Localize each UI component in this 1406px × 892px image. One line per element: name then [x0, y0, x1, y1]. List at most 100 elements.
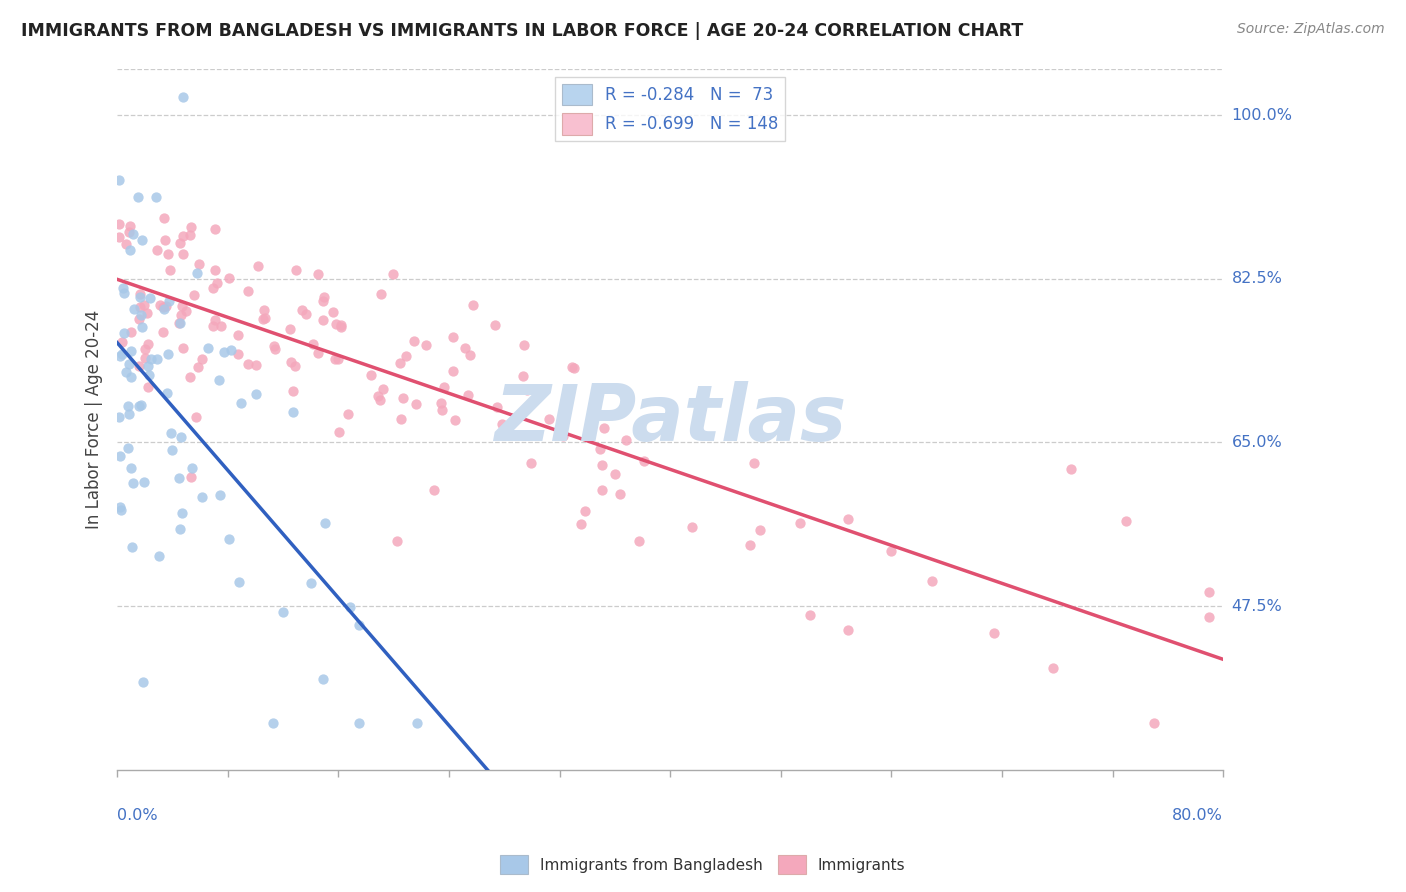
Point [516, 384, 538, 398]
Point [285, 262, 308, 277]
Point [122, 302, 145, 317]
Point [245, 387, 267, 401]
Point [591, 458, 613, 472]
Point [134, 298, 156, 312]
Point [360, 368, 382, 383]
Point [107, 172, 129, 186]
Point [280, 355, 302, 369]
Point [562, 360, 585, 375]
Point [837, 623, 859, 637]
Point [322, 305, 344, 319]
Text: IMMIGRANTS FROM BANGLADESH VS IMMIGRANTS IN LABOR FORCE | AGE 20-24 CORRELATION : IMMIGRANTS FROM BANGLADESH VS IMMIGRANTS… [21, 22, 1024, 40]
Point [179, 370, 201, 384]
Point [280, 322, 302, 336]
Point [160, 443, 183, 458]
Point [218, 271, 240, 285]
Point [157, 293, 180, 308]
Point [347, 618, 370, 632]
Point [141, 352, 163, 367]
Point [110, 334, 132, 349]
Point [110, 500, 132, 515]
Point [160, 425, 183, 440]
Text: 47.5%: 47.5% [1232, 599, 1282, 614]
Point [128, 399, 150, 413]
Point [209, 318, 232, 333]
Point [405, 715, 427, 730]
Point [457, 388, 479, 402]
Point [294, 307, 316, 321]
Point [155, 299, 177, 313]
Point [170, 430, 193, 444]
Point [115, 365, 138, 379]
Point [299, 576, 322, 591]
Point [138, 292, 160, 306]
Point [118, 357, 141, 371]
Point [121, 227, 143, 241]
Point [209, 487, 232, 501]
Point [1143, 715, 1166, 730]
Point [172, 89, 194, 103]
Point [169, 522, 191, 536]
Point [415, 338, 437, 352]
Point [336, 407, 359, 421]
Point [458, 348, 481, 362]
Point [121, 540, 143, 554]
Point [201, 318, 224, 333]
Point [329, 320, 352, 334]
Point [180, 469, 202, 483]
Point [120, 343, 142, 358]
Point [207, 276, 229, 290]
Point [145, 190, 167, 204]
Point [170, 299, 193, 313]
Point [129, 300, 152, 314]
Point [110, 503, 132, 517]
Point [228, 575, 250, 590]
Point [120, 325, 142, 339]
Point [229, 396, 252, 410]
Text: ZIPatlas: ZIPatlas [494, 381, 846, 457]
Point [463, 298, 485, 312]
Point [134, 475, 156, 489]
Point [136, 337, 159, 351]
Point [112, 326, 135, 340]
Point [108, 349, 131, 363]
Point [583, 409, 606, 423]
Point [339, 599, 361, 614]
Point [183, 287, 205, 301]
Point [789, 516, 811, 530]
Point [228, 327, 250, 342]
Text: 0.0%: 0.0% [117, 808, 157, 823]
Point [444, 413, 467, 427]
Point [167, 471, 190, 485]
Point [1060, 461, 1083, 475]
Point [609, 486, 631, 500]
Point [314, 516, 336, 530]
Point [111, 280, 134, 294]
Point [1042, 661, 1064, 675]
Point [167, 316, 190, 330]
Point [263, 343, 285, 357]
Text: 100.0%: 100.0% [1232, 108, 1292, 123]
Point [129, 308, 152, 322]
Point [441, 330, 464, 344]
Point [312, 313, 335, 327]
Point [429, 395, 451, 409]
Point [614, 434, 637, 448]
Point [574, 504, 596, 518]
Point [180, 220, 202, 235]
Point [370, 287, 392, 301]
Point [108, 230, 131, 244]
Point [605, 467, 627, 482]
Point [176, 304, 198, 318]
Point [454, 341, 477, 355]
Point [128, 286, 150, 301]
Point [301, 337, 323, 351]
Point [221, 343, 243, 357]
Point [512, 338, 534, 352]
Point [129, 290, 152, 304]
Point [512, 369, 534, 384]
Point [204, 313, 226, 327]
Point [307, 267, 329, 281]
Point [328, 425, 350, 439]
Point [120, 219, 142, 234]
